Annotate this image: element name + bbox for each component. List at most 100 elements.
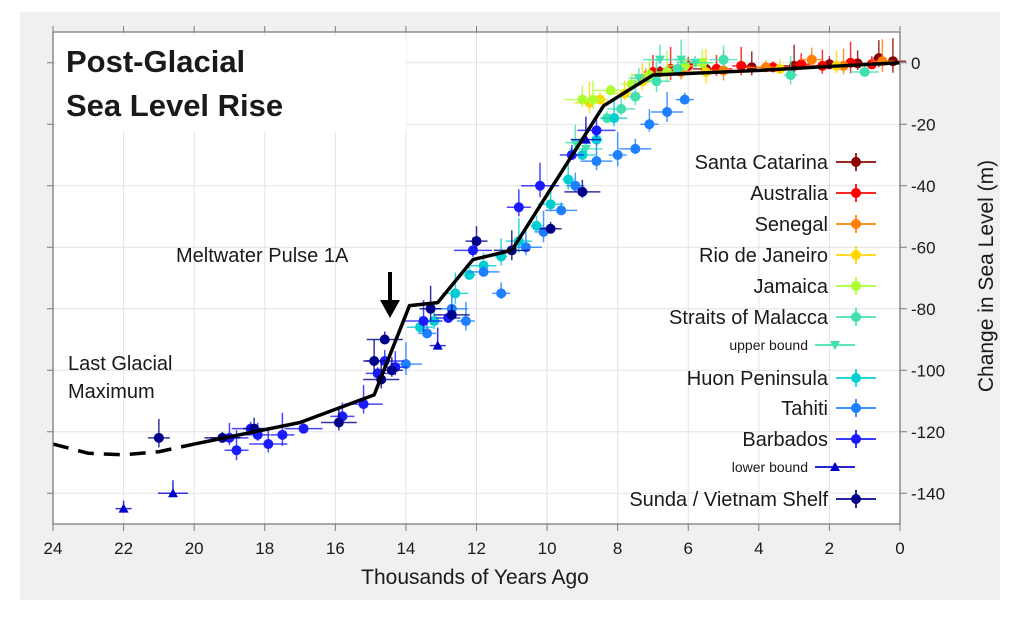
data-point <box>616 103 627 114</box>
data-point <box>587 94 598 105</box>
data-point <box>545 223 556 234</box>
legend-label: Santa Catarina <box>695 152 829 174</box>
legend-marker <box>851 403 861 413</box>
annotation-last-glacial: Last Glacial <box>68 353 173 375</box>
chart-title-line-2: Sea Level Rise <box>66 88 283 123</box>
legend-label: lower bound <box>732 459 808 475</box>
legend: Santa Catarina Australia Senegal Rio de Jan… <box>629 152 876 511</box>
legend-label: Rio de Janeiro <box>699 245 828 267</box>
y-axis-title: Change in Sea Level (m) <box>975 160 998 392</box>
series-lower-bound <box>115 116 601 513</box>
legend-marker <box>851 494 861 504</box>
data-point <box>633 74 644 84</box>
legend-item-australia: Australia <box>750 183 876 205</box>
data-point <box>859 66 870 77</box>
data-point <box>785 70 796 81</box>
data-point <box>570 180 581 191</box>
x-tick-label: 8 <box>613 539 622 558</box>
data-point <box>333 417 344 428</box>
data-point <box>580 144 591 154</box>
data-point <box>513 202 524 213</box>
legend-label: upper bound <box>729 337 808 353</box>
meltwater-arrow-icon <box>380 272 400 318</box>
series-tahiti <box>389 91 694 376</box>
data-point <box>690 58 701 68</box>
data-point <box>580 134 591 144</box>
x-tick-label: 4 <box>754 539 763 558</box>
legend-item-sunda-vietnam-shelf: Sunda / Vietnam Shelf <box>629 489 876 511</box>
legend-marker <box>851 250 861 260</box>
data-point <box>644 119 655 130</box>
y-tick-labels: 0 -20 -40 -60 -80 -100 -120 -140 <box>911 54 945 504</box>
legend-item-lower-bound: lower bound <box>732 459 855 475</box>
legend-item-barbados: Barbados <box>742 429 876 451</box>
legend-marker <box>830 462 840 471</box>
y-tick-label: -20 <box>911 115 936 134</box>
x-tick-labels: 24 22 20 18 16 14 12 10 8 6 4 2 0 <box>44 539 905 558</box>
series-upper-bound <box>565 39 713 154</box>
x-tick-label: 6 <box>684 539 693 558</box>
data-point <box>231 445 242 456</box>
data-point <box>298 423 309 434</box>
trend-line-dashed <box>52 442 195 457</box>
data-point <box>630 91 641 102</box>
x-tick-label: 24 <box>44 539 63 558</box>
data-point <box>277 429 288 440</box>
data-point <box>679 94 690 105</box>
axes <box>47 26 907 531</box>
data-point <box>432 340 443 350</box>
legend-marker <box>851 281 861 291</box>
x-tick-label: 20 <box>185 539 204 558</box>
x-axis-title: Thousands of Years Ago <box>361 566 589 589</box>
data-point <box>153 432 164 443</box>
y-tick-label: -120 <box>911 423 945 442</box>
data-point <box>718 54 729 65</box>
data-point <box>471 236 482 247</box>
legend-label: Tahiti <box>781 398 828 420</box>
data-point <box>806 54 817 65</box>
data-point <box>655 55 666 65</box>
legend-marker <box>851 157 861 167</box>
y-tick-label: 0 <box>911 54 920 73</box>
data-point <box>478 266 489 277</box>
x-tick-label: 0 <box>895 539 904 558</box>
title-box <box>56 36 406 132</box>
x-tick-label: 16 <box>326 539 345 558</box>
data-point <box>167 488 178 498</box>
data-point <box>446 309 457 320</box>
data-point <box>496 288 507 299</box>
data-point <box>369 356 380 367</box>
data-point <box>570 138 581 148</box>
x-tick-label: 18 <box>255 539 274 558</box>
legend-label: Barbados <box>742 429 828 451</box>
legend-label: Sunda / Vietnam Shelf <box>629 489 828 511</box>
data-point <box>418 316 429 327</box>
x-tick-label: 10 <box>538 539 557 558</box>
y-tick-label: -100 <box>911 361 945 380</box>
legend-item-straits-of-malacca: Straits of Malacca <box>669 307 876 329</box>
data-point <box>612 150 623 160</box>
legend-marker <box>851 219 861 229</box>
annotation-maximum: Maximum <box>68 381 155 403</box>
data-point <box>118 503 129 513</box>
data-point <box>591 156 602 167</box>
legend-marker <box>851 188 861 198</box>
legend-marker <box>851 434 861 444</box>
legend-item-tahiti: Tahiti <box>781 398 876 420</box>
y-tick-label: -140 <box>911 484 945 503</box>
data-point <box>662 106 673 117</box>
y-tick-label: -40 <box>911 177 936 196</box>
y-tick-label: -60 <box>911 238 936 257</box>
chart-title-line-1: Post-Glacial <box>66 44 245 79</box>
legend-item-rio-de-janeiro: Rio de Janeiro <box>699 245 876 267</box>
data-point <box>577 186 588 197</box>
trend-line-solid <box>193 61 901 446</box>
legend-item-upper-bound: upper bound <box>729 337 855 353</box>
data-point <box>460 316 471 327</box>
legend-label: Australia <box>750 183 829 205</box>
data-point <box>450 288 461 299</box>
data-point <box>736 60 747 71</box>
x-tick-label: 12 <box>467 539 486 558</box>
legend-marker <box>851 312 861 322</box>
data-point <box>672 63 683 74</box>
